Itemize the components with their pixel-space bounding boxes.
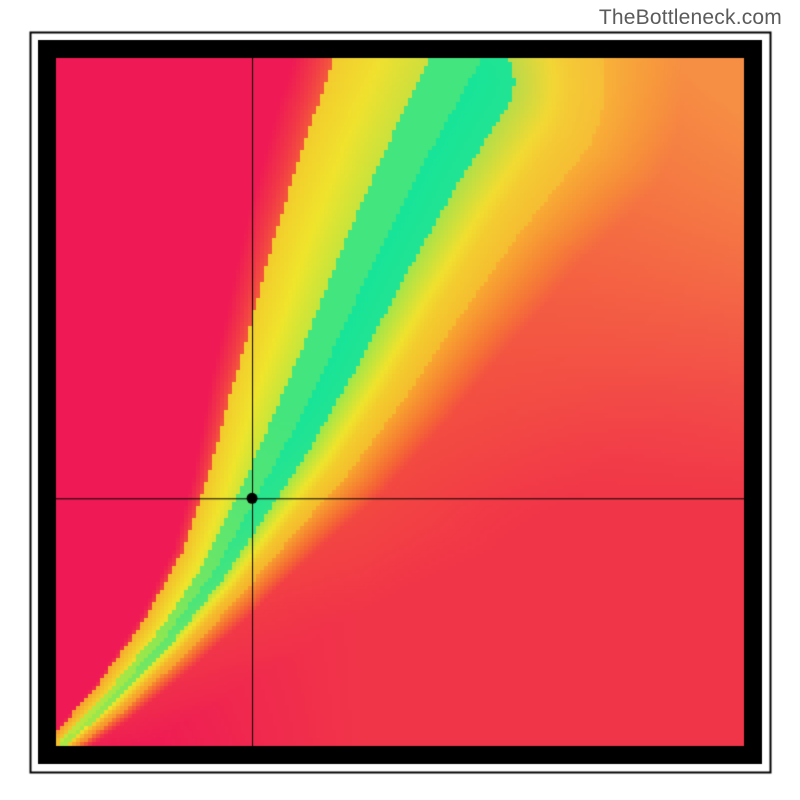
- figure-container: TheBottleneck.com: [0, 0, 800, 800]
- heatmap-canvas: [0, 0, 800, 800]
- watermark-text: TheBottleneck.com: [599, 6, 782, 30]
